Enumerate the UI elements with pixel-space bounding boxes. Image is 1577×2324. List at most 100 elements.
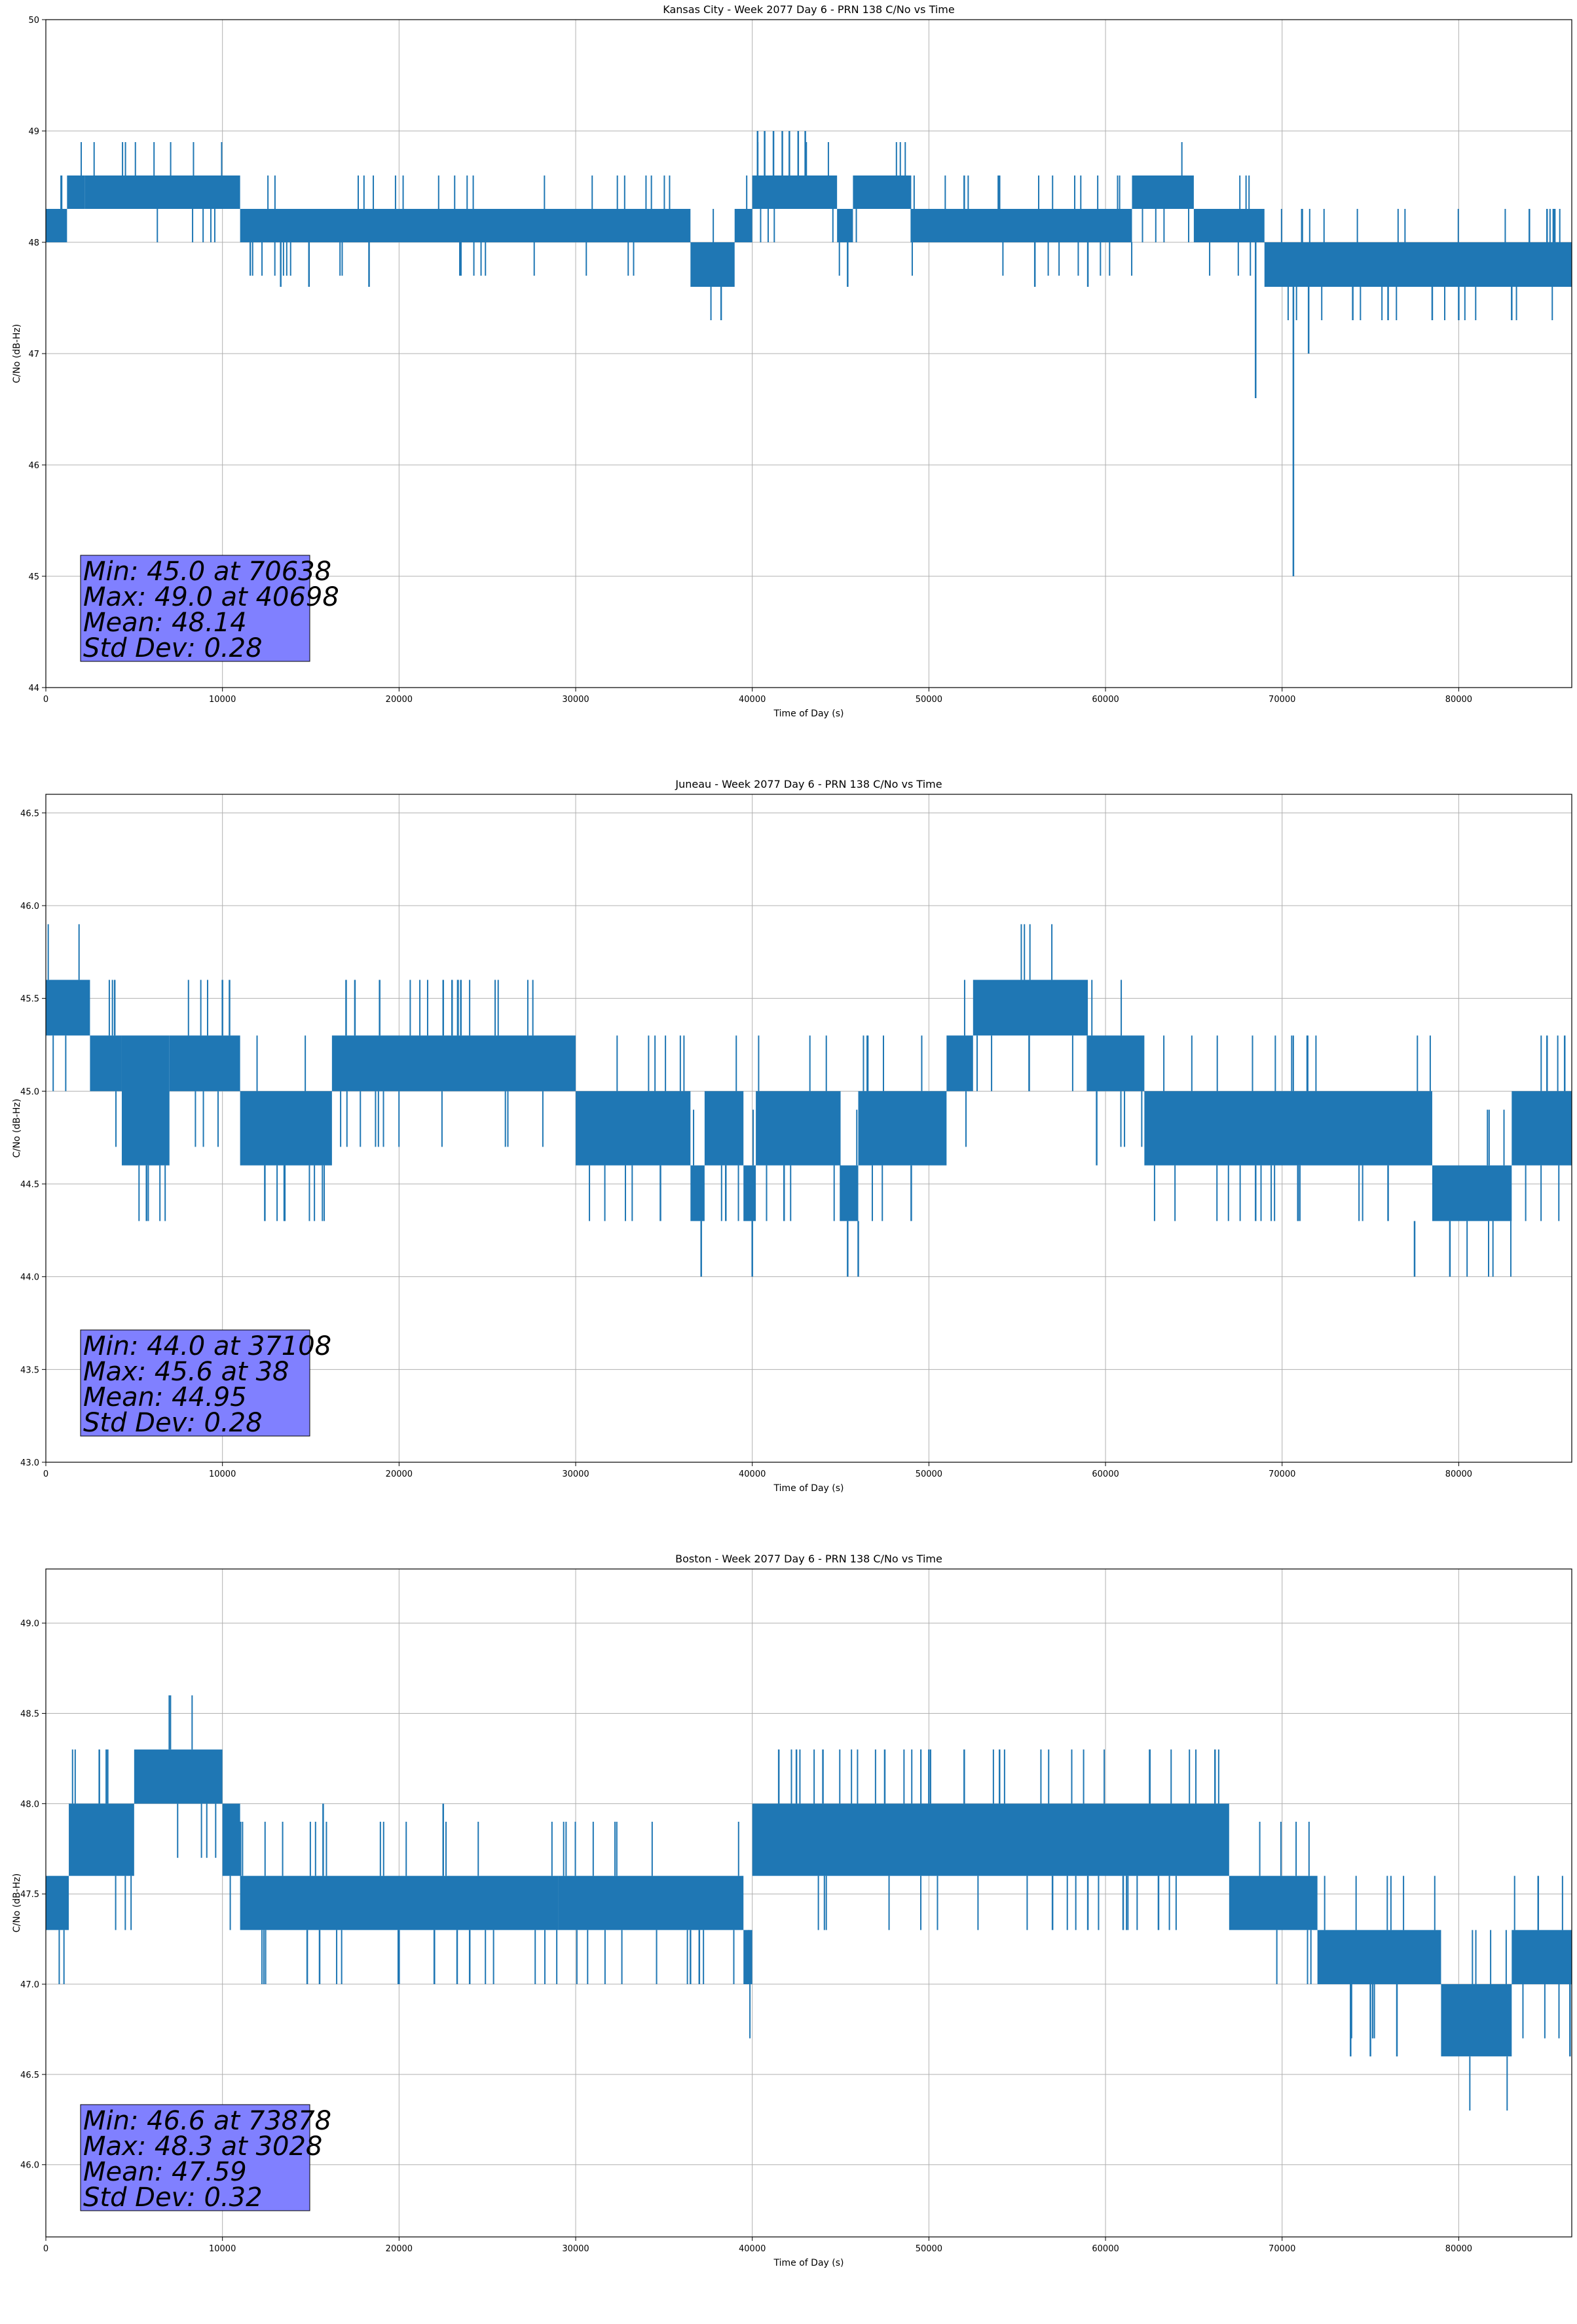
cno-series — [46, 131, 1572, 576]
x-tick-label: 50000 — [916, 695, 942, 705]
data-band — [1088, 1035, 1145, 1092]
x-tick-label: 80000 — [1445, 1469, 1472, 1479]
y-tick-label: 46.0 — [20, 902, 39, 912]
data-band — [743, 1165, 756, 1221]
data-band — [67, 175, 85, 209]
data-band — [1193, 209, 1265, 242]
y-tick-label: 49.0 — [20, 1619, 39, 1629]
y-tick-label: 46.0 — [20, 2161, 39, 2171]
chart-title: Boston - Week 2077 Day 6 - PRN 138 C/No … — [675, 1553, 942, 1565]
y-tick-label: 44 — [28, 684, 39, 693]
data-band — [690, 242, 735, 287]
y-tick-label: 45 — [28, 572, 39, 582]
y-tick-label: 45.5 — [20, 995, 39, 1005]
stats-line: Min: 44.0 at 37108 — [83, 1331, 331, 1361]
data-band — [840, 1165, 859, 1221]
data-band — [858, 1091, 947, 1166]
data-band — [46, 209, 67, 242]
data-band — [1132, 175, 1194, 209]
data-band — [169, 1035, 240, 1092]
y-tick-label: 46.5 — [20, 809, 39, 819]
data-band — [734, 209, 752, 242]
x-tick-label: 10000 — [209, 695, 236, 705]
data-band — [331, 1035, 576, 1092]
data-band — [84, 175, 240, 209]
x-axis: 0 10000 20000 30000 40000 50000 60000 70000 8000… — [43, 2237, 1472, 2254]
y-axis-label: C/No (dB-Hz) — [12, 1099, 22, 1158]
data-band — [1264, 242, 1572, 287]
stats-line: Min: 45.0 at 70638 — [83, 557, 331, 587]
data-band — [853, 175, 912, 209]
x-tick-label: 10000 — [209, 2244, 236, 2254]
data-band — [1512, 1091, 1572, 1166]
y-tick-label: 44.5 — [20, 1180, 39, 1190]
data-band — [1441, 1984, 1512, 2057]
x-tick-label: 0 — [43, 2244, 48, 2254]
x-tick-label: 20000 — [386, 2244, 413, 2254]
boston-cno-chart: 0 10000 20000 30000 40000 50000 60000 70000 8000… — [12, 1553, 1572, 2268]
y-axis: 46.0 46.5 47.0 47.5 48.0 48.5 49.0 — [20, 1619, 46, 2171]
stats-line: Std Dev: 0.28 — [83, 1408, 263, 1438]
data-band — [576, 1091, 691, 1166]
cno-series — [46, 924, 1572, 1277]
chart-title: Kansas City - Week 2077 Day 6 - PRN 138 … — [663, 3, 954, 16]
x-axis-label: Time of Day (s) — [773, 1483, 844, 1494]
stats-line: Mean: 47.59 — [83, 2157, 247, 2187]
y-tick-label: 46 — [28, 461, 39, 471]
stats-line: Min: 46.6 at 73878 — [83, 2106, 331, 2136]
stats-box-background — [80, 555, 310, 662]
data-band — [1512, 1930, 1572, 1985]
data-band — [911, 209, 1132, 242]
data-band — [756, 1091, 841, 1166]
y-axis: 44 45 46 47 48 49 50 — [28, 16, 46, 693]
y-tick-label: 43.0 — [20, 1458, 39, 1468]
chart-title: Juneau - Week 2077 Day 6 - PRN 138 C/No … — [675, 778, 942, 790]
x-tick-label: 30000 — [562, 695, 589, 705]
x-tick-label: 10000 — [209, 1469, 236, 1479]
y-tick-label: 46.5 — [20, 2071, 39, 2080]
plot-frame — [45, 794, 1572, 1463]
stats-line: Max: 49.0 at 40698 — [83, 582, 339, 612]
y-tick-label: 49 — [28, 127, 39, 137]
stats-line: Mean: 44.95 — [83, 1382, 247, 1412]
data-band — [90, 1035, 122, 1092]
data-band — [1317, 1930, 1441, 1985]
kansas-city-cno-chart: 0 10000 20000 30000 40000 50000 60000 70000 8000… — [12, 3, 1572, 719]
x-tick-label: 40000 — [739, 695, 766, 705]
data-band — [558, 1875, 744, 1930]
x-tick-label: 20000 — [386, 1469, 413, 1479]
data-band — [46, 980, 90, 1036]
data-band — [1144, 1091, 1432, 1166]
data-band — [946, 1035, 973, 1092]
data-band — [752, 175, 838, 209]
juneau-cno-chart: 0 10000 20000 30000 40000 50000 60000 70000 8000… — [12, 778, 1572, 1494]
y-tick-label: 48.0 — [20, 1799, 39, 1809]
y-tick-label: 44.0 — [20, 1273, 39, 1283]
data-band — [690, 1165, 705, 1221]
data-band — [1432, 1165, 1512, 1221]
data-band — [121, 1035, 170, 1166]
x-axis-label: Time of Day (s) — [773, 709, 844, 719]
stats-line: Std Dev: 0.28 — [83, 633, 263, 663]
x-tick-label: 30000 — [562, 1469, 589, 1479]
data-band — [134, 1749, 223, 1804]
data-band — [704, 1091, 744, 1166]
y-tick-label: 47.5 — [20, 1890, 39, 1900]
data-band — [69, 1803, 134, 1876]
y-tick-label: 48.5 — [20, 1710, 39, 1720]
y-axis-label: C/No (dB-Hz) — [12, 1873, 22, 1932]
x-tick-label: 70000 — [1269, 2244, 1295, 2254]
y-tick-label: 48 — [28, 238, 39, 248]
data-band — [240, 1875, 559, 1930]
x-axis-label: Time of Day (s) — [773, 2258, 844, 2268]
data-band — [752, 1803, 1229, 1876]
data-band — [593, 209, 691, 242]
plot-frame — [45, 1568, 1572, 2238]
x-axis: 0 10000 20000 30000 40000 50000 60000 70000 8000… — [43, 688, 1472, 705]
x-axis: 0 10000 20000 30000 40000 50000 60000 70000 8000… — [43, 1462, 1472, 1479]
y-tick-label: 43.5 — [20, 1365, 39, 1375]
cno-series — [46, 1695, 1572, 2111]
stats-line: Std Dev: 0.32 — [83, 2183, 263, 2213]
